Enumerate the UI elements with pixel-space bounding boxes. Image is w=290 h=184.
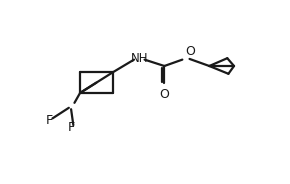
- Text: F: F: [68, 121, 75, 134]
- Text: NH: NH: [131, 52, 148, 66]
- Text: O: O: [185, 45, 195, 58]
- Text: O: O: [160, 88, 169, 100]
- Text: F: F: [46, 114, 53, 127]
